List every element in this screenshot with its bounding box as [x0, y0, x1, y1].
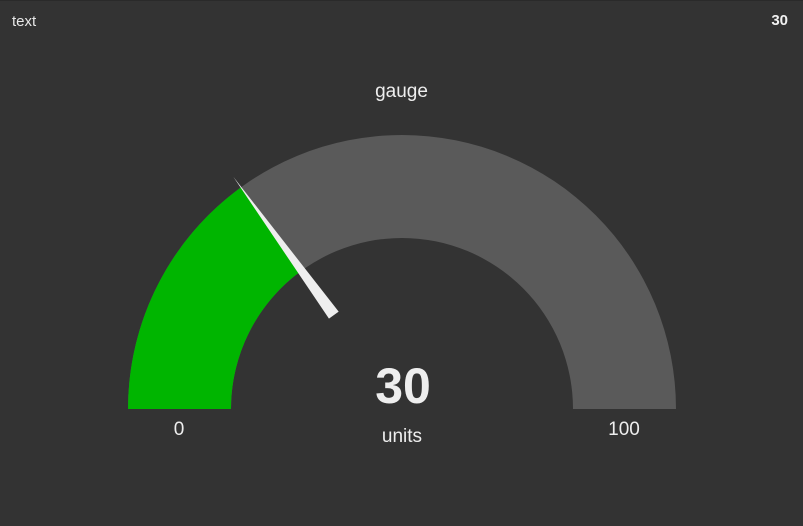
gauge-title: gauge: [375, 81, 428, 102]
gauge-fill: [128, 187, 302, 409]
gauge-chart: gauge 30 units 0 100: [128, 81, 676, 447]
gauge-widget: gauge 30 units 0 100: [0, 42, 803, 526]
gauge-max-label: 100: [608, 419, 640, 440]
gauge-value: 30: [375, 358, 431, 414]
text-widget: text 30: [0, 0, 803, 42]
gauge-needle: [233, 176, 339, 319]
gauge-track: [128, 135, 676, 409]
text-widget-value: 30: [771, 12, 788, 29]
gauge-min-label: 0: [174, 419, 185, 440]
text-widget-label: text: [12, 13, 37, 30]
gauge-units: units: [382, 426, 422, 447]
top-divider: [0, 0, 803, 1]
